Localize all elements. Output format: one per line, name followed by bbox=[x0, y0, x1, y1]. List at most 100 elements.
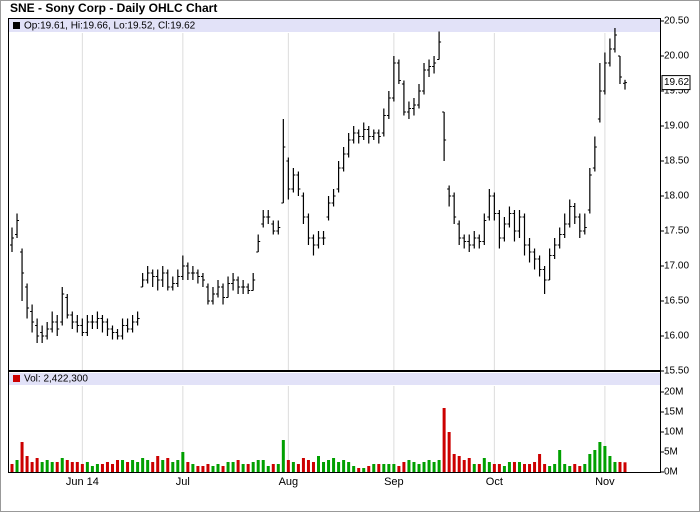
volume-bar bbox=[271, 464, 275, 472]
x-tick-label: Aug bbox=[279, 476, 299, 488]
volume-bar bbox=[186, 462, 190, 472]
volume-bar bbox=[377, 464, 381, 472]
volume-bar bbox=[528, 464, 532, 472]
volume-bar bbox=[281, 440, 285, 472]
volume-bar bbox=[301, 458, 305, 472]
volume-bar bbox=[432, 462, 436, 472]
volume-bar bbox=[161, 460, 165, 472]
volume-bar bbox=[151, 462, 155, 472]
volume-tick-label: 10M bbox=[664, 427, 683, 438]
legend-swatch bbox=[13, 22, 20, 29]
volume-bar bbox=[211, 466, 215, 472]
y-tick-label: 17.00 bbox=[664, 261, 689, 272]
volume-bar bbox=[100, 464, 104, 472]
volume-bar bbox=[477, 464, 481, 472]
volume-bar bbox=[15, 460, 19, 472]
volume-bar bbox=[276, 464, 280, 472]
y-tick-label: 15.50 bbox=[664, 366, 689, 377]
volume-bar bbox=[573, 464, 577, 472]
volume-bar bbox=[558, 450, 562, 472]
volume-bar bbox=[231, 462, 235, 472]
volume-bar bbox=[512, 462, 516, 472]
volume-bar bbox=[75, 462, 79, 472]
volume-bar bbox=[146, 460, 150, 472]
volume-bar bbox=[588, 454, 592, 472]
volume-bar bbox=[402, 462, 406, 472]
volume-bar bbox=[517, 462, 521, 472]
y-tick-label: 19.50 bbox=[664, 86, 689, 97]
volume-bar bbox=[362, 468, 366, 472]
volume-bar bbox=[121, 460, 125, 472]
volume-bar bbox=[347, 462, 351, 472]
volume-bar bbox=[397, 466, 401, 472]
volume-bar bbox=[442, 408, 446, 472]
volume-bar bbox=[286, 460, 290, 472]
volume-bar bbox=[110, 464, 114, 472]
volume-bar bbox=[70, 462, 74, 472]
volume-bar bbox=[191, 464, 195, 472]
volume-bar bbox=[105, 462, 109, 472]
volume-swatch bbox=[13, 375, 20, 382]
volume-bar bbox=[563, 464, 567, 472]
volume-bar bbox=[322, 462, 326, 472]
y-tick-label: 19.00 bbox=[664, 121, 689, 132]
volume-bar bbox=[457, 456, 461, 472]
volume-tick-label: 15M bbox=[664, 407, 683, 418]
volume-bar bbox=[181, 452, 185, 472]
volume-bar bbox=[156, 456, 160, 472]
volume-bar bbox=[487, 462, 491, 472]
volume-bar bbox=[507, 462, 511, 472]
volume-bar bbox=[372, 464, 376, 472]
y-tick-label: 18.00 bbox=[664, 191, 689, 202]
volume-bar bbox=[201, 466, 205, 472]
y-tick-label: 20.00 bbox=[664, 51, 689, 62]
volume-bar bbox=[131, 460, 135, 472]
last-price-box bbox=[661, 75, 691, 91]
volume-bar bbox=[327, 460, 331, 472]
volume-bar bbox=[422, 462, 426, 472]
volume-bar bbox=[538, 454, 542, 472]
volume-bar bbox=[166, 458, 170, 472]
volume-bar bbox=[50, 462, 54, 472]
volume-bar bbox=[136, 462, 140, 472]
volume-bar bbox=[553, 464, 557, 472]
volume-bar bbox=[196, 466, 200, 472]
volume-bar bbox=[352, 466, 356, 472]
y-tick-label: 16.50 bbox=[664, 296, 689, 307]
y-tick-label: 20.50 bbox=[664, 16, 689, 27]
volume-bar bbox=[30, 462, 34, 472]
price-header bbox=[9, 19, 660, 32]
volume-bar bbox=[311, 462, 315, 472]
volume-bar bbox=[452, 454, 456, 472]
volume-bar bbox=[10, 464, 14, 472]
price-legend: Op:19.61, Hi:19.66, Lo:19.52, Cl:19.62 bbox=[24, 21, 196, 32]
volume-bar bbox=[126, 462, 130, 472]
volume-bar bbox=[236, 460, 240, 472]
volume-bar bbox=[317, 456, 320, 472]
volume-bar bbox=[492, 464, 496, 472]
volume-bar bbox=[40, 462, 44, 472]
volume-bar bbox=[578, 466, 582, 472]
volume-bar bbox=[342, 460, 346, 472]
volume-bar bbox=[171, 462, 175, 472]
volume-bar bbox=[216, 464, 220, 472]
y-tick-label: 16.00 bbox=[664, 331, 689, 342]
volume-tick-label: 20M bbox=[664, 387, 683, 398]
volume-bar bbox=[382, 464, 386, 472]
volume-bar bbox=[116, 460, 120, 472]
volume-bar bbox=[337, 462, 341, 472]
volume-bar bbox=[256, 460, 260, 472]
volume-bar bbox=[482, 458, 486, 472]
volume-bar bbox=[332, 458, 336, 472]
volume-bar bbox=[523, 464, 527, 472]
y-tick-label: 17.50 bbox=[664, 226, 689, 237]
volume-bar bbox=[593, 450, 597, 472]
volume-bar bbox=[80, 464, 84, 472]
volume-bar bbox=[241, 464, 245, 472]
volume-bar bbox=[367, 466, 371, 472]
volume-legend: Vol: 2,422,300 bbox=[24, 374, 88, 385]
y-tick-label: 18.50 bbox=[664, 156, 689, 167]
